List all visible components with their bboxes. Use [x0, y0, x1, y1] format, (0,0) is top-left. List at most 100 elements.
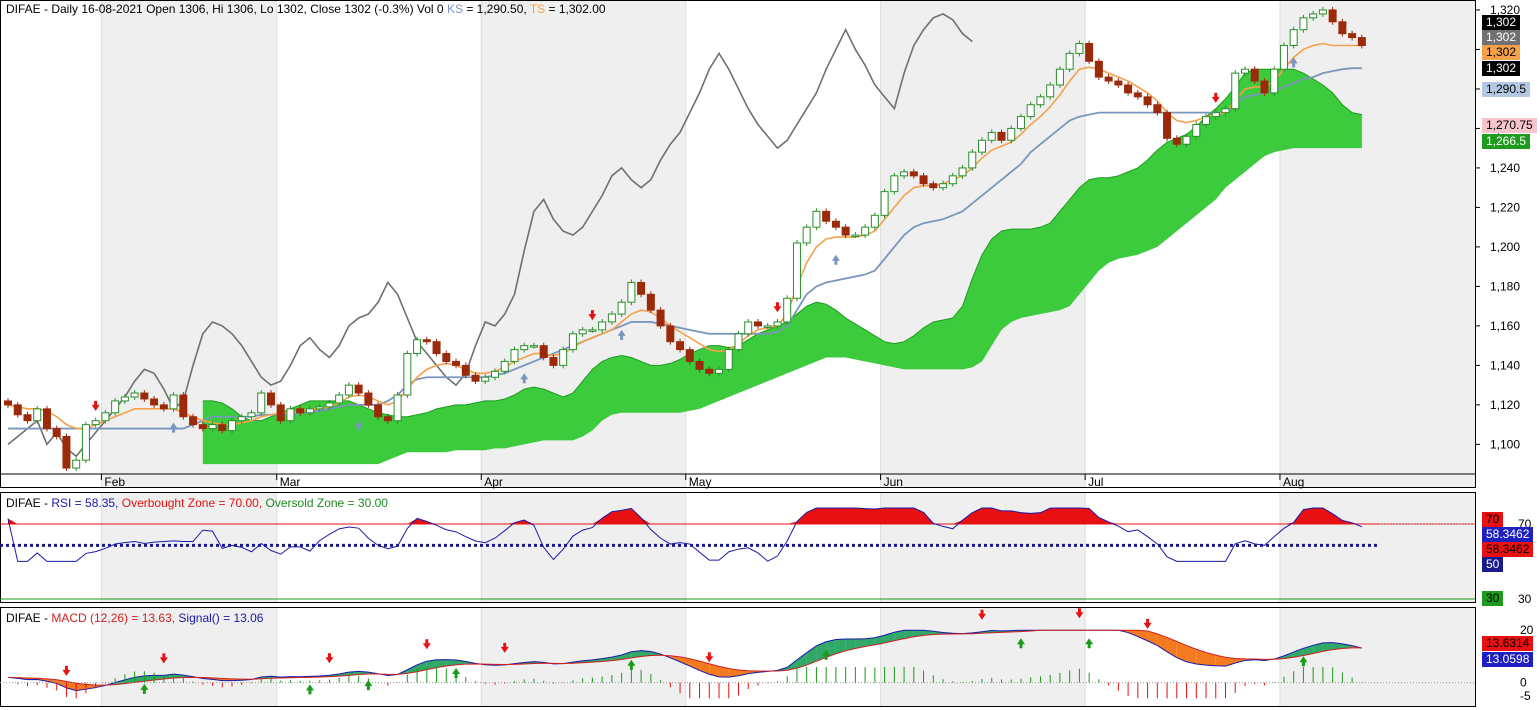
candle-body — [248, 413, 255, 417]
candle-body — [764, 326, 771, 328]
macd-sell-arrow — [705, 652, 713, 662]
candle-body — [24, 415, 31, 421]
candle-body — [521, 346, 528, 350]
candle-body — [423, 340, 430, 342]
macd-buy-arrow — [1085, 638, 1093, 648]
candle-body — [920, 176, 927, 184]
badge-rsi-value: 58.3462 — [1482, 527, 1533, 542]
candle-body — [472, 375, 479, 381]
candle-body — [550, 357, 557, 365]
candle-body — [813, 211, 820, 227]
candle-body — [735, 334, 742, 350]
candle-body — [199, 425, 206, 429]
macd-sell-arrow — [325, 653, 333, 663]
candle-body — [1232, 73, 1239, 109]
price-y-label: 1,100 — [1490, 437, 1520, 451]
month-shade — [1280, 607, 1475, 707]
candle-body — [1290, 30, 1297, 46]
candle-body — [608, 314, 615, 322]
badge-macd: 13.6314 — [1482, 636, 1533, 651]
candle-body — [1251, 69, 1258, 81]
macd-y-label: -5 — [1520, 689, 1531, 703]
candle-body — [219, 425, 226, 431]
badge-rsi-30: 30 — [1482, 591, 1503, 606]
price-y-label: 1,160 — [1490, 319, 1520, 333]
candle-body — [1125, 85, 1132, 93]
candle-body — [1066, 53, 1073, 69]
badge-signal: 13.0598 — [1482, 652, 1533, 667]
candle-body — [1271, 69, 1278, 93]
badge-rsi-70: 70 — [1482, 512, 1503, 527]
candle-body — [355, 385, 362, 393]
badge-close: 1,302 — [1482, 15, 1520, 30]
candle-body — [1212, 113, 1219, 117]
candle-body — [1134, 93, 1141, 97]
candle-body — [511, 350, 518, 362]
candle-body — [871, 215, 878, 227]
candle-body — [1329, 10, 1336, 22]
candle-body — [267, 393, 274, 405]
macd-sell-arrow — [423, 639, 431, 649]
sell-signal-arrow — [92, 401, 100, 411]
candle-body — [170, 395, 177, 409]
candle-body — [453, 361, 460, 365]
candle-body — [365, 393, 372, 405]
candle-body — [5, 401, 12, 405]
candle-body — [1300, 18, 1307, 30]
candle-body — [1261, 81, 1268, 93]
candle-body — [910, 172, 917, 176]
candle-body — [1017, 117, 1024, 129]
candle-body — [277, 405, 284, 421]
badge-rsi-50: 50 — [1482, 557, 1503, 572]
candle-body — [34, 409, 41, 421]
candle-body — [1056, 69, 1063, 85]
macd-sell-arrow — [62, 666, 70, 676]
candle-body — [297, 409, 304, 413]
macd-header: DIFAE - MACD (12,26) = 13.63, Signal() =… — [6, 611, 263, 625]
candle-body — [43, 409, 50, 429]
rsi-value-label: RSI = 58.35, — [51, 496, 118, 510]
overbought-label: Overbought Zone = 70.00, — [122, 496, 262, 510]
candle-body — [112, 401, 119, 413]
candle-body — [1319, 10, 1326, 14]
candle-body — [1037, 97, 1044, 105]
candle-body — [832, 221, 839, 227]
month-shade — [481, 492, 686, 603]
candle-body — [482, 377, 489, 381]
candle-body — [988, 132, 995, 140]
candle-body — [677, 342, 684, 350]
month-label: Jun — [884, 475, 903, 489]
candle-body — [891, 176, 898, 192]
month-shade — [1280, 0, 1475, 488]
candle-body — [638, 282, 645, 294]
candle-body — [63, 436, 70, 468]
candle-body — [433, 342, 440, 354]
candle-body — [696, 361, 703, 369]
month-label: Mar — [280, 475, 301, 489]
candle-body — [774, 322, 781, 326]
candle-body — [959, 168, 966, 176]
candle-body — [969, 152, 976, 168]
candle-body — [1105, 77, 1112, 81]
badge-last: 1,302 — [1482, 61, 1520, 76]
macd-value-label: MACD (12,26) = 13.63, — [51, 611, 175, 625]
candle-body — [930, 184, 937, 188]
candle-body — [823, 211, 830, 221]
candle-body — [1358, 38, 1365, 46]
sell-signal-arrow — [773, 302, 781, 312]
price-header-text: DIFAE - Daily 16-08-2021 Open 1306, Hi 1… — [6, 2, 444, 16]
badge-kijun: 1,290.5 — [1482, 82, 1530, 97]
candle-body — [1339, 22, 1346, 34]
candle-body — [82, 425, 89, 461]
candle-body — [345, 385, 352, 395]
month-label: Jul — [1088, 475, 1103, 489]
candle-body — [754, 322, 761, 326]
candle-body — [462, 365, 469, 375]
candle-body — [1310, 14, 1317, 18]
price-y-label: 1,220 — [1490, 200, 1520, 214]
badge-span-b: 1,270.75 — [1482, 118, 1537, 133]
candle-body — [92, 421, 99, 425]
price-y-label: 1,120 — [1490, 398, 1520, 412]
